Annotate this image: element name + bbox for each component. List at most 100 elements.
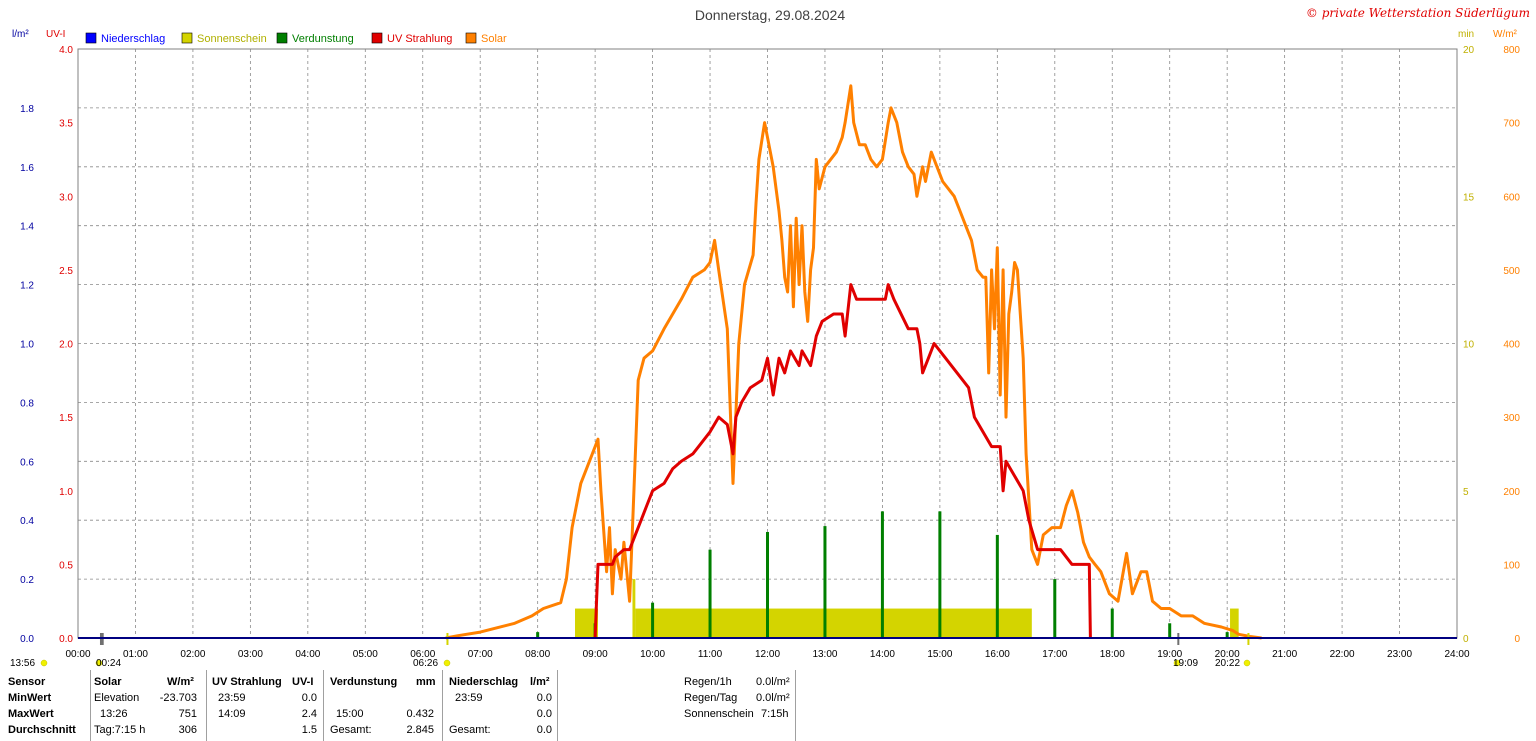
x-tick-label: 07:00 — [468, 649, 493, 660]
stats-header-evap-unit: mm — [416, 676, 436, 688]
stats-header-solar: Solar — [94, 676, 122, 688]
summary-label: Regen/1h — [684, 676, 732, 688]
sun-axis-tick-label: 10 — [1463, 340, 1475, 351]
stats-cell: 14:09 — [218, 708, 246, 720]
time-marker-label: 06:26 — [413, 658, 438, 669]
evaporation-bar — [766, 531, 769, 638]
x-tick-label: 24:00 — [1444, 649, 1469, 660]
legend-swatch — [276, 32, 288, 44]
stats-cell: 2.845 — [406, 724, 434, 736]
uv-axis-tick-label: 1.5 — [59, 413, 73, 424]
rain-axis-tick-label: 0.8 — [20, 398, 34, 409]
legend-label: UV Strahlung — [387, 33, 452, 45]
stats-header-sensor: Sensor — [8, 676, 46, 688]
stats-header-uv-unit: UV-I — [292, 676, 314, 688]
legend-swatch — [181, 32, 193, 44]
uv-axis-tick-label: 1.0 — [59, 487, 73, 498]
stats-header-rain: Niederschlag — [449, 676, 519, 688]
x-tick-label: 11:00 — [698, 649, 723, 660]
x-tick-label: 12:00 — [755, 649, 780, 660]
rain-axis-tick-label: 0.0 — [20, 634, 34, 645]
x-tick-label: 17:00 — [1042, 649, 1067, 660]
x-tick-label: 04:00 — [295, 649, 320, 660]
legend-swatch — [465, 32, 477, 44]
sun-axis-tick-label: 5 — [1463, 487, 1469, 498]
stats-cell: 1.5 — [301, 724, 317, 736]
rain-axis-tick-label: 0.6 — [20, 457, 34, 468]
sun-axis-tick-label: 20 — [1463, 45, 1475, 56]
rain-axis-tick-label: 1.4 — [20, 222, 34, 233]
evaporation-bar — [1168, 623, 1172, 638]
sunshine-bars — [575, 579, 1239, 638]
legend-label: Verdunstung — [292, 33, 354, 45]
x-tick-label: 19:00 — [1157, 649, 1182, 660]
stats-cell: 15:00 — [336, 708, 364, 720]
legend-label: Sonnenschein — [197, 33, 267, 45]
solar-axis-tick-label: 500 — [1503, 266, 1520, 277]
evaporation-bar — [651, 602, 655, 638]
time-markers: 13:56 00:24 06:26 19:09 20:22 — [10, 633, 1251, 669]
stats-header-solar-unit: W/m² — [167, 676, 194, 688]
rain-axis-tick-label: 1.2 — [20, 281, 34, 292]
x-tick-label: 01:00 — [123, 649, 148, 660]
legend-swatch — [85, 32, 97, 44]
evaporation-bar — [1225, 632, 1229, 638]
stats-cell: 0.0 — [301, 692, 317, 704]
sunshine-bar — [632, 579, 636, 638]
unit-rain: l/m² — [12, 29, 29, 40]
legend-swatch — [371, 32, 383, 44]
uv-axis-tick-label: 0.5 — [59, 560, 73, 571]
sun-symbol-icon — [443, 659, 451, 667]
legend-label: Niederschlag — [101, 33, 165, 45]
chart-title: Donnerstag, 29.08.2024 — [695, 7, 845, 23]
x-tick-label: 00:00 — [65, 649, 90, 660]
rain-axis-tick-label: 1.6 — [20, 163, 34, 174]
evaporation-bar — [823, 526, 827, 638]
solar-series-line — [445, 84, 1262, 640]
x-tick-label: 10:00 — [640, 649, 665, 660]
x-tick-label: 21:00 — [1272, 649, 1297, 660]
solar-axis-tick-label: 200 — [1503, 487, 1520, 498]
x-tick-label: 15:00 — [927, 649, 952, 660]
solar-axis-tick-label: 700 — [1503, 119, 1520, 130]
evaporation-bar — [880, 511, 884, 638]
stats-row-label: MinWert — [8, 692, 52, 704]
stats-row-label: Durchschnitt — [8, 724, 76, 736]
x-tick-label: 23:00 — [1387, 649, 1412, 660]
uv-axis-tick-label: 3.0 — [59, 192, 73, 203]
stats-header-rain-unit: l/m² — [530, 676, 550, 688]
legend: Niederschlag Sonnenschein Verdunstung UV St… — [85, 32, 507, 45]
sun-axis-tick-label: 0 — [1463, 634, 1469, 645]
stats-cell: 2.4 — [301, 708, 317, 720]
x-tick-label: 05:00 — [353, 649, 378, 660]
uv-axis-tick-label: 0.0 — [59, 634, 73, 645]
x-tick-label: 08:00 — [525, 649, 550, 660]
summary-label: Regen/Tag — [684, 692, 738, 704]
stats-cell: 23:59 — [455, 692, 483, 704]
solar-axis-tick-label: 400 — [1503, 340, 1520, 351]
x-tick-label: 14:00 — [870, 649, 895, 660]
uv-axis-tick-label: 2.0 — [59, 340, 73, 351]
stats-cell: 0.0 — [536, 692, 552, 704]
time-marker-label: 20:22 — [1215, 658, 1240, 669]
sun-symbol-icon — [40, 659, 48, 667]
summary-value: 0.0l/m² — [756, 692, 790, 704]
x-tick-label: 22:00 — [1330, 649, 1355, 660]
stats-cell: 0.0 — [536, 724, 552, 736]
solar-axis-tick-label: 0 — [1514, 634, 1520, 645]
x-tick-label: 03:00 — [238, 649, 263, 660]
unit-solar: W/m² — [1493, 29, 1518, 40]
evaporation-bar — [995, 534, 999, 638]
x-tick-label: 06:00 — [410, 649, 435, 660]
summary-value: 0.0l/m² — [756, 676, 790, 688]
x-tick-label: 02:00 — [180, 649, 205, 660]
stats-cell: Gesamt: — [449, 724, 491, 736]
stats-cell: Tag:7:15 h — [94, 724, 146, 736]
solar-axis-tick-label: 300 — [1503, 413, 1520, 424]
axis-ticks: 00:00 01:00 02:00 03:00 04:00 05:00 06:00 07:00… — [20, 45, 1520, 660]
stats-cell: 0.0 — [536, 708, 552, 720]
rain-axis-tick-label: 0.2 — [20, 575, 34, 586]
summary-label: Sonnenschein — [684, 708, 754, 720]
evaporation-bar — [536, 632, 540, 638]
evaporation-bar — [1110, 608, 1114, 638]
